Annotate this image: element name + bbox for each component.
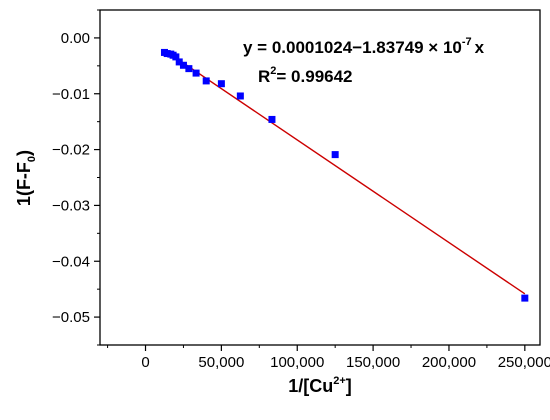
data-point — [236, 92, 244, 100]
y-tick-label: −0.03 — [52, 197, 90, 214]
y-tick-label: 0.00 — [61, 30, 90, 47]
x-axis-title: 1/[Cu2+] — [288, 375, 352, 396]
data-point — [163, 50, 171, 58]
data-point — [268, 115, 276, 123]
x-tick-label: 200,000 — [422, 354, 476, 371]
data-point — [172, 53, 180, 61]
r-squared-text: R2= 0.99642 — [258, 65, 353, 86]
data-point — [175, 58, 183, 66]
data-point — [202, 77, 210, 85]
data-point — [179, 61, 187, 69]
x-tick-label: 250,000 — [498, 354, 550, 371]
x-tick-label: 0 — [141, 354, 149, 371]
x-tick-label: 150,000 — [346, 354, 400, 371]
y-axis-title: 1(F-F0) — [14, 150, 38, 206]
y-tick-label: −0.05 — [52, 309, 90, 326]
data-point — [521, 294, 529, 302]
y-tick-label: −0.01 — [52, 86, 90, 103]
data-point — [331, 151, 339, 159]
x-tick-label: 50,000 — [198, 354, 244, 371]
equation-text: y = 0.0001024−1.83749 × 10-7 x — [243, 36, 485, 57]
fit-line — [164, 49, 526, 295]
data-point — [192, 69, 200, 77]
y-tick-label: −0.04 — [52, 253, 90, 270]
data-point — [185, 65, 193, 73]
x-tick-label: 100,000 — [270, 354, 324, 371]
y-tick-label: −0.02 — [52, 142, 90, 159]
data-point — [217, 80, 225, 88]
